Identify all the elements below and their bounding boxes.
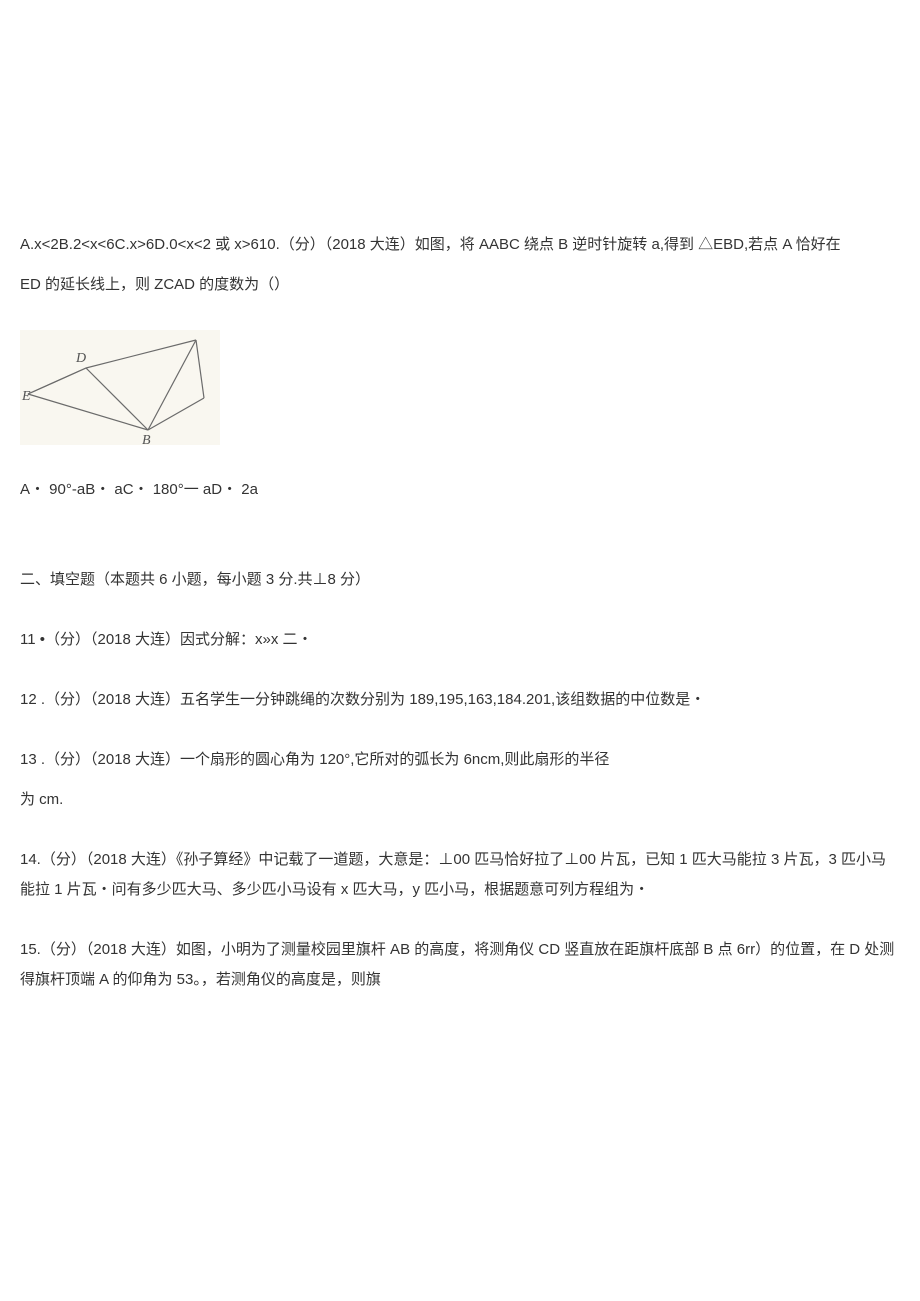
q14: 14.（分）（2018 大连）《孙子算经》中记载了一道题，大意是：⊥00 匹马恰… (20, 845, 900, 905)
q13-line1: 13 .（分）（2018 大连）一个扇形的圆心角为 120°,它所对的弧长为 6… (20, 745, 900, 775)
triangle-diagram-svg: E D B (20, 330, 220, 445)
q9-choices-and-q10-stem: A.x<2B.2<x<6C.x>6D.0<x<2 或 x>610.（分）（201… (20, 230, 900, 260)
geometry-diagram: E D B (20, 330, 900, 445)
q15: 15.（分）（2018 大连）如图，小明为了测量校园里旗杆 AB 的高度，将测角… (20, 935, 900, 995)
svg-text:B: B (142, 433, 151, 445)
svg-text:E: E (21, 389, 31, 404)
q11: 11 •（分）（2018 大连）因式分解：x»x 二・ (20, 625, 900, 655)
q10-stem-line2: ED 的延长线上，则 ZCAD 的度数为（） (20, 270, 900, 300)
svg-text:D: D (75, 351, 86, 366)
section2-header: 二、填空题（本题共 6 小题，每小题 3 分.共⊥8 分） (20, 565, 900, 595)
q13-line2: 为 cm. (20, 785, 900, 815)
q12: 12 .（分）（2018 大连）五名学生一分钟跳绳的次数分别为 189,195,… (20, 685, 900, 715)
q10-choices: A・ 90°-aB・ aC・ 180°一 aD・ 2a (20, 475, 900, 505)
